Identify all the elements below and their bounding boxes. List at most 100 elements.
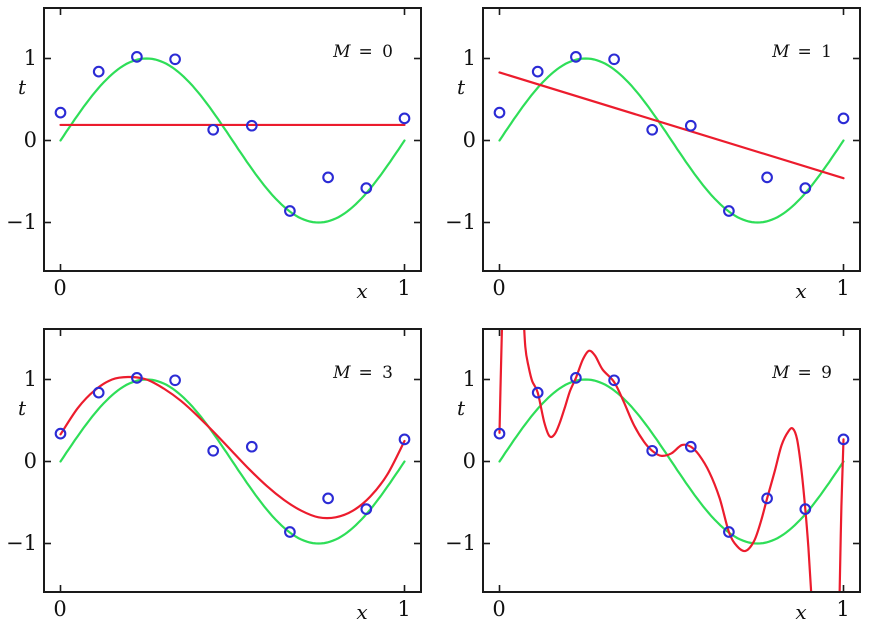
data-point-marker [92,386,105,399]
data-point-marker [799,182,812,194]
x-tick-label-0: 0 [492,276,506,300]
x-tick-label-0: 0 [53,276,67,300]
subplot-m0: M = 0 1 0 −1 t 0 1 x [6,7,422,303]
m-variable: M [772,42,790,62]
polynomial-fit-curve [498,328,845,593]
true-sine-curve [498,57,845,224]
data-point-marker [207,444,220,457]
model-order-label-m1: M = 1 [632,40,832,64]
model-order-label-m0: M = 0 [193,40,393,64]
x-tick-label-0: 0 [492,597,506,621]
subplot-m1: M = 1 1 0 −1 t 0 1 x [445,7,861,303]
m-variable: M [333,363,351,383]
data-point-marker [761,171,773,184]
x-axis-label: x [795,279,807,303]
data-point-marker [245,440,258,453]
data-point-marker [493,106,506,119]
data-point-marker [646,444,659,457]
data-point-marker [723,526,735,538]
y-axis-label: t [456,75,466,99]
data-point-marker [360,182,373,194]
y-tick-label-1: 1 [462,46,476,70]
data-point-marker [398,112,411,125]
data-point-marker [837,112,850,125]
m-value: = 3 [358,363,393,383]
plot-frame [43,7,422,272]
y-tick-label-neg1: −1 [6,531,37,555]
m-value: = 9 [797,363,832,383]
data-point-marker [570,51,582,63]
x-tick-label-1: 1 [397,597,411,621]
y-tick-label-1: 1 [462,367,476,391]
data-point-marker [169,53,181,66]
m-variable: M [772,363,790,383]
data-point-marker [608,53,620,66]
data-point-marker [54,106,67,119]
data-point-marker [92,65,105,78]
plot-canvas-m0 [43,7,422,272]
data-point-marker [646,123,659,136]
data-point-marker [322,171,334,184]
data-point-marker [284,526,296,538]
data-point-marker [570,372,582,384]
data-point-marker [493,427,506,440]
model-order-label-m9: M = 9 [632,361,832,385]
plot-frame [482,7,861,272]
y-tick-label-1: 1 [23,367,37,391]
data-point-marker [54,427,67,440]
polynomial-fit-curve [498,71,845,180]
data-point-marker [207,123,220,136]
data-point-marker [131,372,143,384]
data-point-marker [761,492,773,505]
polynomial-fit-curve [59,375,406,520]
data-point-marker [837,433,850,446]
x-tick-label-1: 1 [397,276,411,300]
y-tick-label-0: 0 [23,449,37,473]
m-variable: M [333,42,351,62]
data-point-marker [245,119,258,132]
data-point-marker [684,440,697,453]
data-point-marker [322,492,334,505]
true-sine-curve [59,57,406,224]
true-sine-curve [59,378,406,545]
data-point-marker [531,65,544,78]
plot-canvas-m1 [482,7,861,272]
x-axis-label: x [356,279,368,303]
y-axis-label: t [17,75,27,99]
subplot-m3: M = 3 1 0 −1 t 0 1 x [6,328,422,624]
data-point-marker [169,374,181,387]
data-point-marker [284,205,296,217]
data-point-marker [131,51,143,63]
m-value: = 1 [797,42,832,62]
plot-canvas-m9 [482,328,861,593]
x-axis-label: x [356,600,368,624]
data-point-marker [531,386,544,399]
y-tick-label-neg1: −1 [445,210,476,234]
y-axis-label: t [456,396,466,420]
x-tick-label-1: 1 [836,597,850,621]
y-tick-label-1: 1 [23,46,37,70]
model-order-label-m3: M = 3 [193,361,393,385]
m-value: = 0 [358,42,393,62]
data-point-marker [398,433,411,446]
data-point-marker [608,374,620,387]
y-tick-label-0: 0 [462,449,476,473]
data-point-marker [360,503,373,515]
plot-canvas-m3 [43,328,422,593]
subplot-m9: M = 9 1 0 −1 t 0 1 x [445,328,861,624]
data-point-marker [723,205,735,217]
x-axis-label: x [795,600,807,624]
data-point-marker [684,119,697,132]
x-tick-label-1: 1 [836,276,850,300]
data-point-marker [799,503,812,515]
y-tick-label-0: 0 [462,128,476,152]
y-tick-label-0: 0 [23,128,37,152]
plot-frame [43,328,422,593]
y-axis-label: t [17,396,27,420]
plot-frame [482,328,861,593]
true-sine-curve [498,378,845,545]
y-tick-label-neg1: −1 [445,531,476,555]
x-tick-label-0: 0 [53,597,67,621]
y-tick-label-neg1: −1 [6,210,37,234]
